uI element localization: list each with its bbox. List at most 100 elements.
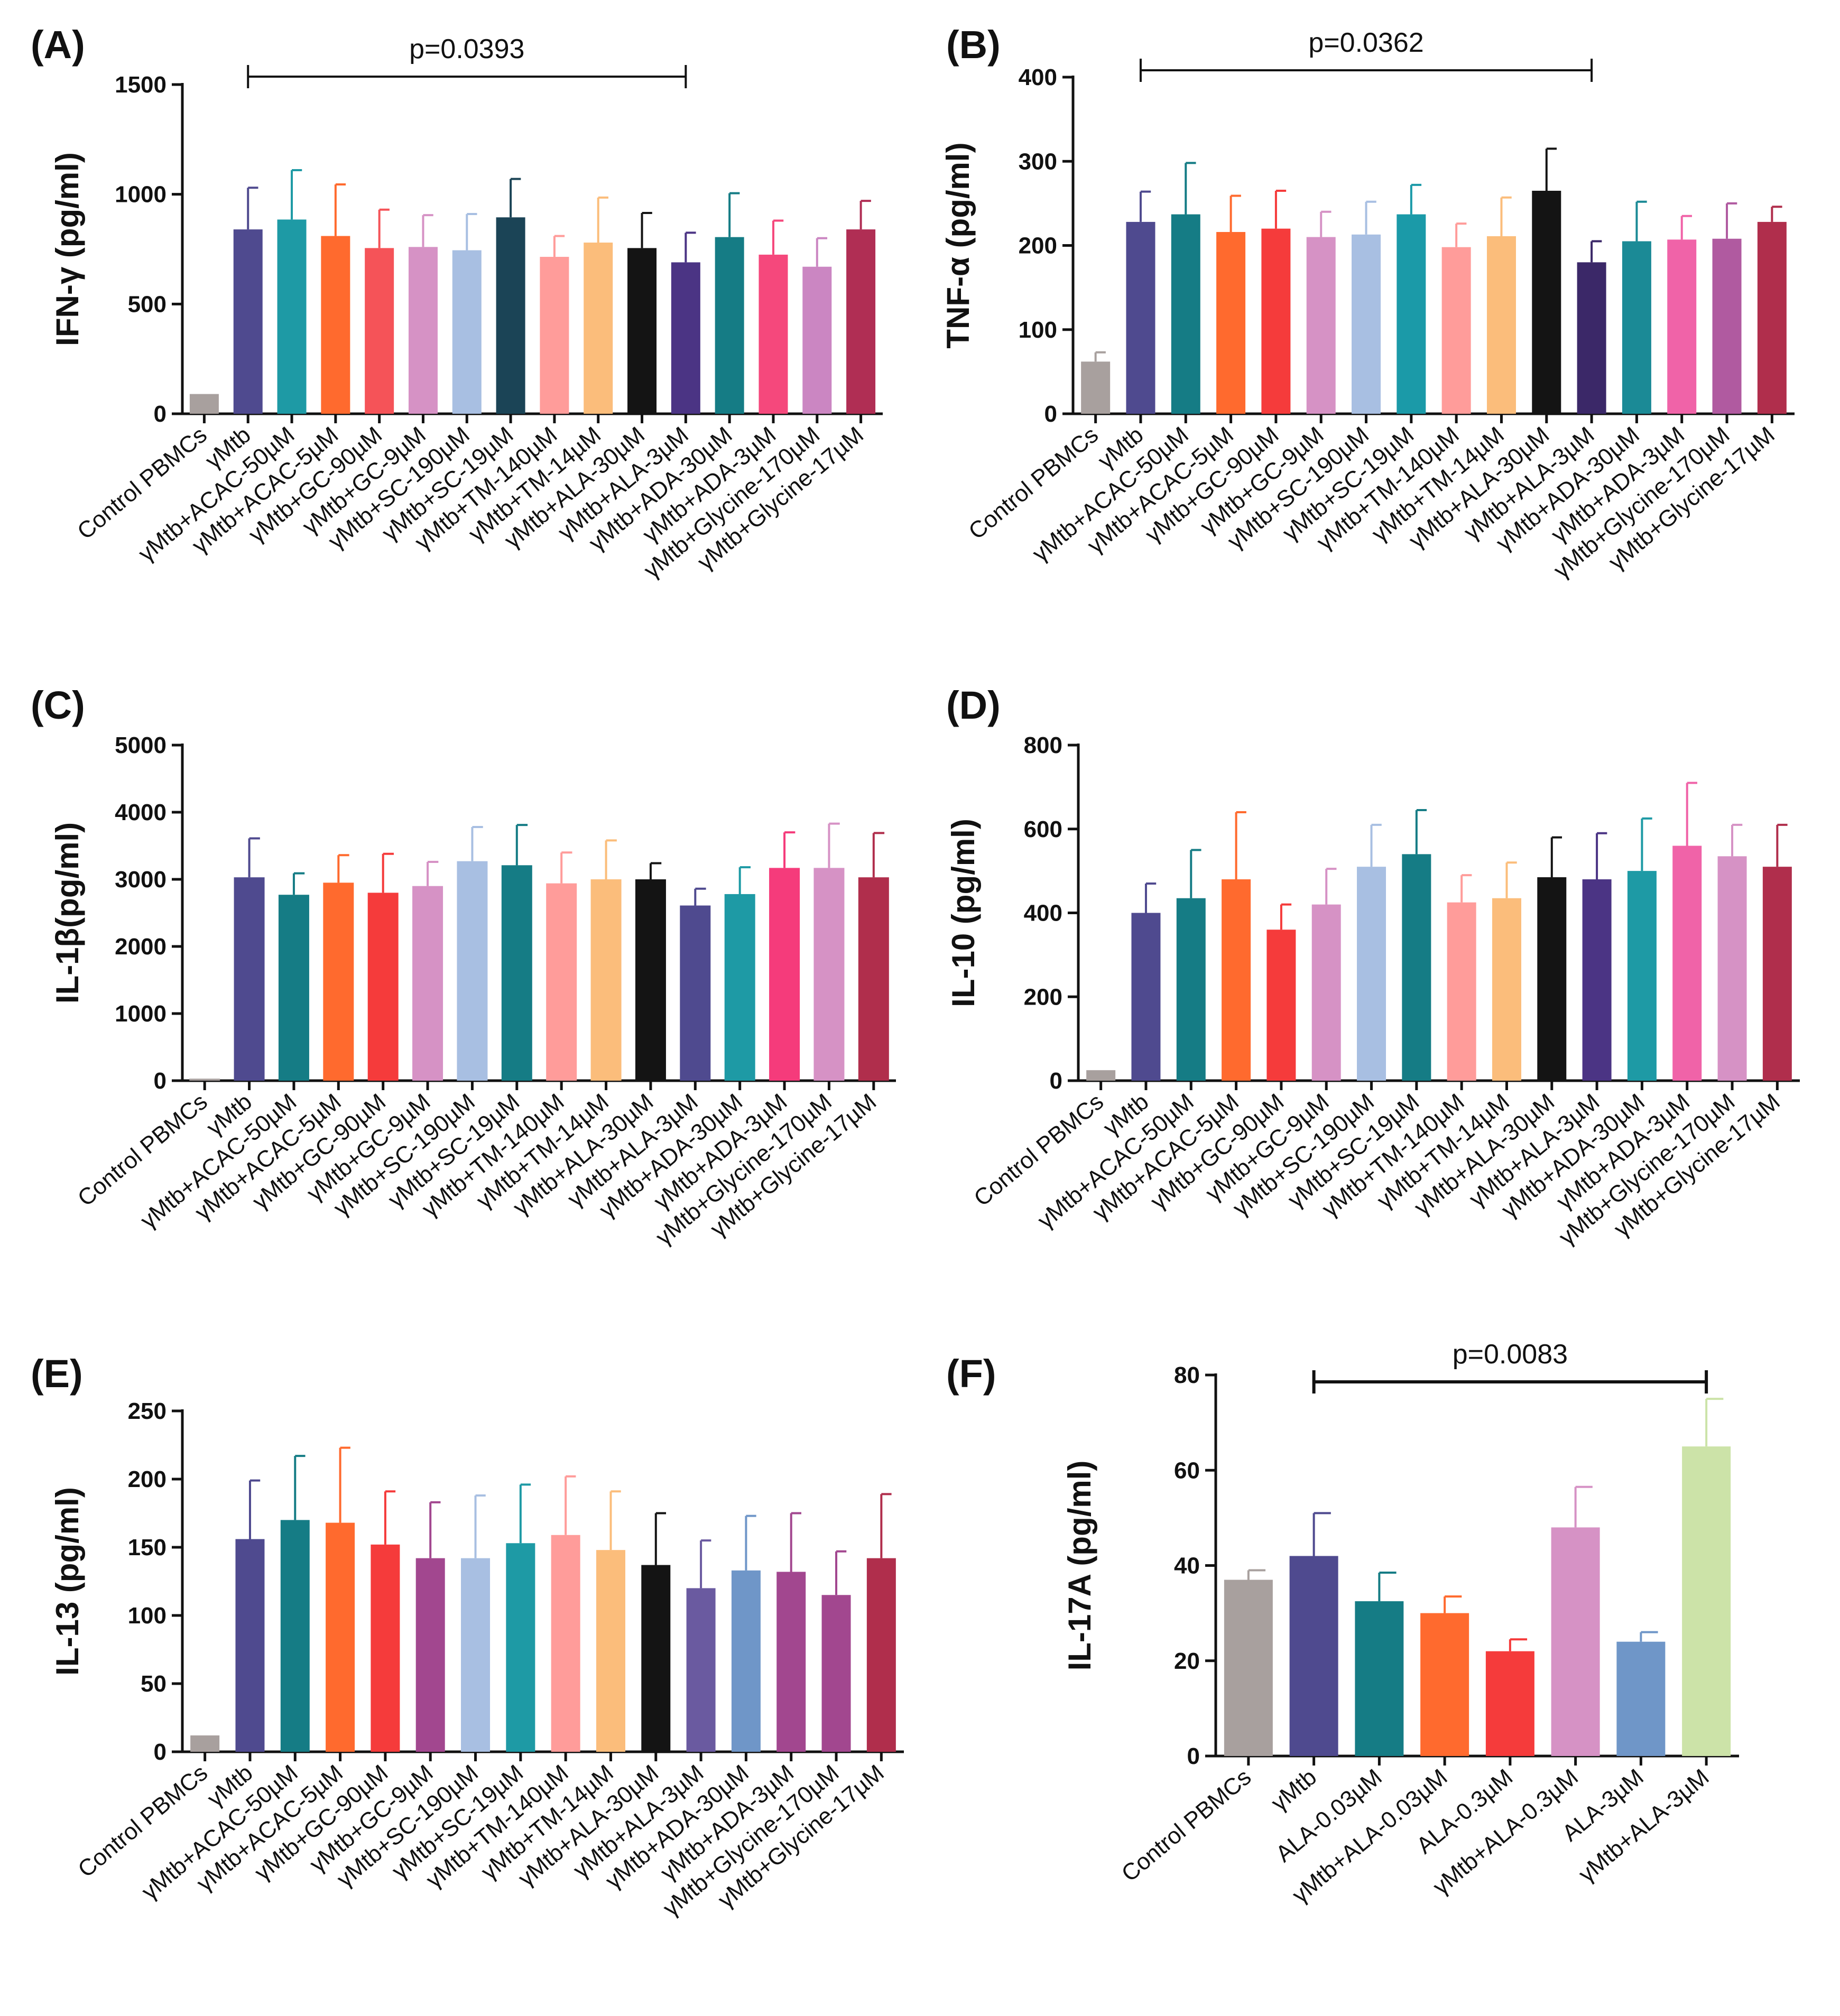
y-tick-label: 400 [1024,900,1062,926]
error-bar [745,1515,756,1571]
bar [371,1544,400,1752]
error-bar [1591,240,1602,263]
bar [1311,904,1341,1081]
y-axis-label: IL-17A (pg/ml) [1062,1461,1097,1671]
error-bar [1686,782,1697,846]
bar [1266,930,1296,1081]
error-bar [1455,222,1467,247]
error-bar [291,169,302,220]
bar [1171,214,1200,414]
y-tick-label: 5000 [115,732,167,758]
error-bar [1505,861,1517,898]
error-bar [1550,836,1562,878]
error-bar [1680,215,1692,240]
y-tick-label: 0 [154,1068,167,1094]
y-tick-label: 0 [1044,401,1057,427]
y-tick-label: 250 [128,1398,167,1424]
bar [1622,241,1651,414]
error-bar [1545,147,1557,191]
y-axis-label: TNF-α (pg/ml) [940,142,976,348]
bar [277,219,307,414]
error-bar [1415,809,1427,854]
bar [590,879,622,1081]
error-bar [1144,882,1157,913]
y-tick-label: 40 [1174,1553,1200,1579]
y-tick-label: 0 [1187,1743,1200,1769]
bar [367,893,399,1081]
bar [506,1543,535,1752]
y-axis-label: IFN-γ (pg/ml) [50,152,85,346]
bar [680,905,711,1081]
error-bar [872,832,885,878]
error-bar [816,237,828,267]
bar [501,865,532,1081]
error-bar [1229,194,1241,233]
error-bar [1509,1638,1528,1651]
bar [1397,214,1426,414]
error-bar [334,183,346,236]
y-axis-label: IL-13 (pg/ml) [50,1487,85,1676]
bar [321,236,350,414]
error-bar [835,1550,847,1595]
error-bar [1771,206,1782,222]
error-bar [1325,868,1337,905]
error-bar [1500,196,1512,236]
bar [776,1572,806,1752]
bar [759,254,788,414]
error-bar [1247,1569,1266,1580]
bar [1420,1613,1469,1756]
bar [233,229,263,414]
bar [189,1079,220,1081]
bar [190,1735,220,1752]
y-tick-label: 500 [128,291,167,317]
panel-f: (F) IL-17A (pg/ml) 0 20 40 60 80 Control PBMCs γ… [946,1339,1739,1908]
error-bar [553,235,565,257]
bar [1441,247,1471,414]
error-bar [1574,1485,1593,1528]
bar [278,895,309,1081]
error-bar [1705,1398,1724,1447]
error-bar [382,852,394,893]
bar [1289,1556,1338,1756]
error-bar [1444,1595,1462,1613]
y-tick-label: 200 [1024,984,1062,1010]
y-tick-label: 80 [1174,1362,1200,1388]
bar [1402,854,1431,1081]
bar [408,247,438,414]
error-bar [700,1539,711,1588]
y-tick-label: 1500 [115,72,167,98]
bar [1224,1580,1273,1756]
error-bar [1139,190,1151,222]
error-bar [1280,903,1292,930]
error-bar [609,1490,621,1550]
bar [1486,236,1516,414]
error-bar [1185,162,1196,215]
error-bar [515,824,528,866]
significance-bracket [247,65,687,88]
bar [635,879,666,1081]
error-bar [1378,1572,1397,1602]
bar [452,250,482,414]
bar [1355,1601,1404,1756]
panel-label: (D) [946,683,1001,727]
error-bar [384,1490,396,1545]
error-bar [422,214,433,247]
y-tick-label: 3000 [115,867,167,893]
error-bar [1235,811,1246,879]
bar [1712,238,1742,414]
error-bar [685,231,696,263]
p-value-label: p=0.0083 [1453,1339,1568,1370]
bar [326,1522,355,1752]
y-tick-label: 300 [1019,148,1057,174]
bar [731,1570,761,1752]
significance-bracket [1312,1370,1708,1393]
bar [1086,1070,1116,1081]
bar [1352,234,1381,414]
bar [1537,877,1567,1081]
panel-label: (B) [946,23,1001,67]
error-bar [1776,823,1788,867]
error-bar [1641,817,1652,871]
error-bar [248,1479,261,1539]
